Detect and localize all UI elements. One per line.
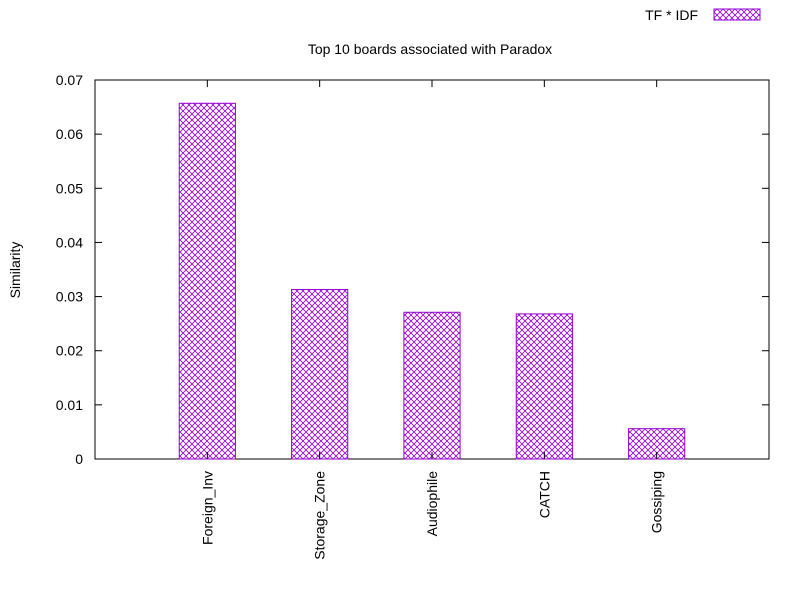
y-tick-label: 0.03: [56, 289, 83, 305]
y-tick-label: 0.02: [56, 343, 83, 359]
y-axis-ticks: 0 0.01 0.02 0.03 0.04 0.05 0.06 0.07: [56, 72, 769, 467]
y-tick-label: 0.05: [56, 180, 83, 196]
x-tick-label: Storage_Zone: [312, 471, 328, 560]
bar-foreign-inv: [178, 102, 236, 460]
y-tick-label: 0.04: [56, 234, 83, 250]
x-tick-label: Audiophile: [424, 471, 440, 537]
chart-title: Top 10 boards associated with Paradox: [308, 41, 552, 57]
y-tick-label: 0.01: [56, 397, 83, 413]
legend-label: TF * IDF: [645, 7, 698, 23]
bar-audiophile: [403, 311, 461, 460]
y-tick-label: 0: [75, 451, 83, 467]
y-tick-label: 0.07: [56, 72, 83, 88]
y-tick-label: 0.06: [56, 126, 83, 142]
x-tick-label: CATCH: [536, 471, 552, 518]
bars: [178, 80, 686, 460]
legend-swatch: [713, 8, 761, 21]
bar-catch: [515, 313, 573, 460]
x-tick-label: Gossiping: [649, 471, 665, 533]
x-axis-tick-labels: Foreign_Inv Storage_Zone Audiophile CATCH Go…: [199, 471, 664, 560]
y-axis-label: Similarity: [7, 242, 23, 299]
bar-storage-zone: [291, 289, 349, 460]
x-tick-label: Foreign_Inv: [199, 471, 215, 545]
